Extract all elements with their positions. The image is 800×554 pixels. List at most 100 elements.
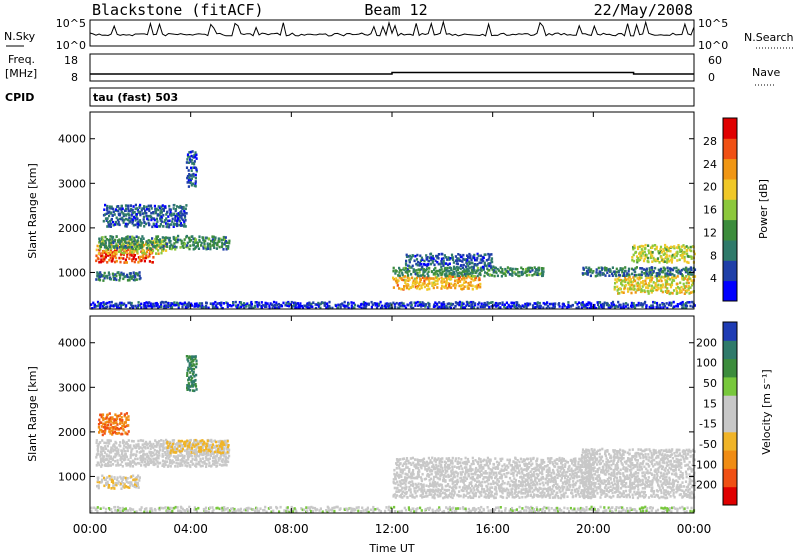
- velocity-cell-r0: [116, 452, 119, 456]
- power-cell-r6: [412, 285, 415, 288]
- velocity-cell-r5: [423, 488, 426, 492]
- velocity-cell-r5: [485, 472, 488, 475]
- velocity-cell-r0: [119, 458, 122, 461]
- velocity-cell-r5: [500, 468, 503, 471]
- velocity-cell-r0: [181, 455, 185, 459]
- power-cell-r7: [394, 272, 397, 275]
- power-cell-r12: [486, 304, 489, 307]
- power-cell-r7: [528, 273, 531, 277]
- power-cell-r3: [115, 274, 118, 278]
- velocity-cell-r5: [435, 489, 438, 493]
- power-cell-r12: [673, 305, 676, 308]
- power-cell-r11: [663, 269, 666, 272]
- power-cell-r11: [651, 268, 654, 272]
- velocity-cell-r5: [440, 483, 443, 487]
- power-colorbar-swatch-3: [723, 219, 737, 241]
- velocity-cell-r5: [465, 466, 468, 469]
- velocity-cell-r5: [487, 466, 490, 470]
- power-cell-r2: [101, 236, 104, 239]
- velocity-cell-r3: [135, 485, 138, 489]
- power-colorbar-tick-3: 16: [703, 204, 717, 217]
- velocity-cell-r5: [524, 462, 527, 466]
- velocity-cell-r5: [433, 494, 436, 497]
- power-cell-r9: [671, 278, 674, 282]
- power-cell-r11: [588, 266, 591, 270]
- velocity-cell-r5: [482, 477, 485, 481]
- power-cell-r9: [661, 290, 664, 294]
- power-cell-r9: [637, 288, 640, 291]
- power-cell-r7: [475, 271, 478, 274]
- power-cell-r2: [215, 247, 218, 250]
- power-cell-r12: [577, 301, 580, 304]
- velocity-cell-r0: [107, 449, 110, 452]
- power-cell-r10: [639, 252, 642, 256]
- velocity-cell-r0: [165, 447, 168, 450]
- power-cell-r12: [264, 301, 267, 305]
- power-cell-r7: [494, 270, 497, 273]
- power-cell-r4: [119, 207, 122, 210]
- velocity-cell-r3: [120, 477, 123, 480]
- power-cell-r12: [388, 304, 391, 308]
- power-cell-r12: [365, 304, 368, 308]
- power-cell-r7: [476, 274, 479, 278]
- velocity-cell-r0: [182, 460, 185, 463]
- power-cell-r4: [164, 219, 167, 222]
- power-cell-r9: [690, 279, 693, 283]
- velocity-cell-r0: [193, 458, 197, 461]
- power-cell-r0: [142, 256, 145, 260]
- velocity-cell-r5: [540, 458, 543, 462]
- power-cell-r6: [445, 284, 448, 287]
- power-cell-r9: [670, 283, 674, 287]
- velocity-cell-r5: [507, 471, 510, 475]
- power-cell-r4: [139, 213, 142, 217]
- velocity-cell-r5: [523, 462, 526, 466]
- velocity-cell-r0: [137, 439, 140, 443]
- power-cell-r9: [645, 276, 648, 280]
- power-cell-r8: [462, 263, 465, 267]
- power-cell-r12: [205, 301, 208, 305]
- power-cell-r8: [456, 262, 459, 266]
- power-cell-r12: [227, 304, 230, 307]
- power-cell-r8: [455, 265, 458, 269]
- power-cell-r12: [501, 303, 504, 306]
- velocity-cell-r0: [147, 456, 150, 460]
- power-cell-r2: [119, 247, 122, 251]
- power-cell-r12: [153, 305, 156, 308]
- velocity-cell-r0: [180, 462, 183, 465]
- velocity-cell-r3: [130, 475, 133, 478]
- velocity-cell-r4: [189, 375, 192, 378]
- power-cell-r2: [181, 245, 184, 248]
- power-cell-r12: [328, 306, 332, 310]
- power-cell-r12: [156, 303, 159, 306]
- power-cell-r1: [126, 243, 129, 247]
- power-cell-r6: [419, 277, 422, 281]
- power-cell-r9: [624, 283, 627, 287]
- power-cell-r0: [134, 249, 137, 252]
- velocity-cell-r5: [443, 488, 446, 492]
- power-cell-r4: [152, 222, 155, 226]
- power-cell-r11: [666, 266, 669, 270]
- power-cell-r8: [408, 258, 411, 262]
- velocity-cell-r5: [551, 462, 555, 466]
- power-cell-r5: [186, 174, 190, 178]
- velocity-cell-r5: [413, 496, 416, 499]
- power-cell-r11: [589, 274, 592, 278]
- power-cell-r7: [542, 270, 545, 273]
- power-cell-r4: [155, 209, 158, 212]
- power-cell-r6: [448, 275, 451, 278]
- velocity-cell-r0: [224, 439, 227, 443]
- velocity-cell-r0: [106, 444, 109, 448]
- power-cell-r12: [661, 303, 664, 306]
- power-cell-r12: [362, 300, 365, 304]
- power-colorbar-tick-1: 24: [703, 158, 717, 171]
- power-cell-r0: [112, 255, 115, 259]
- power-cell-r2: [194, 238, 198, 241]
- velocity-cell-r2: [226, 439, 229, 443]
- power-cell-r6: [457, 277, 460, 281]
- velocity-cell-r0: [220, 464, 223, 467]
- power-cell-r9: [667, 275, 670, 279]
- velocity-cell-r5: [495, 492, 498, 496]
- power-cell-r1: [155, 252, 158, 255]
- power-cell-r7: [527, 266, 530, 270]
- power-cell-r10: [640, 256, 643, 260]
